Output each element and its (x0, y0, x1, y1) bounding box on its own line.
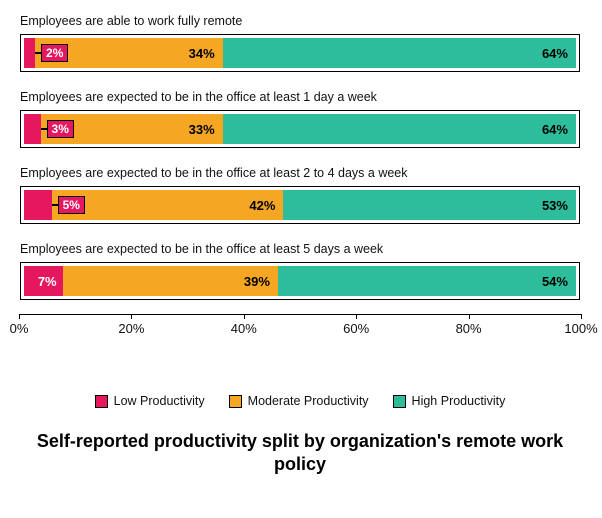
segment-high: 54% (278, 266, 576, 296)
chart-title: Self-reported productivity split by orga… (20, 430, 580, 477)
bar: 7% 39% 54% (24, 266, 576, 296)
segment-low: 5% (24, 190, 52, 220)
axis-tick-label: 20% (118, 321, 144, 336)
legend-label: Moderate Productivity (248, 394, 369, 408)
legend-label: Low Productivity (114, 394, 205, 408)
bar-group: Employees are expected to be in the offi… (20, 242, 580, 300)
legend-item-low: Low Productivity (95, 394, 205, 408)
bar-container: 7% 39% 54% (20, 262, 580, 300)
segment-moderate: 34% (35, 38, 223, 68)
legend: Low Productivity Moderate Productivity H… (20, 394, 580, 408)
segment-high: 64% (223, 114, 576, 144)
category-label: Employees are expected to be in the offi… (20, 166, 580, 180)
segment-low: 3% (24, 114, 41, 144)
bar: 2% 34% 64% (24, 38, 576, 68)
legend-label: High Productivity (412, 394, 506, 408)
segment-low: 7% (24, 266, 63, 296)
bar: 5% 42% 53% (24, 190, 576, 220)
segment-moderate: 39% (63, 266, 278, 296)
legend-swatch (95, 395, 108, 408)
legend-item-high: High Productivity (393, 394, 506, 408)
bar-container: 2% 34% 64% (20, 34, 580, 72)
axis-tick-label: 100% (564, 321, 597, 336)
legend-swatch (393, 395, 406, 408)
category-label: Employees are expected to be in the offi… (20, 90, 580, 104)
stacked-bar-chart: Employees are able to work fully remote … (20, 14, 580, 384)
segment-moderate: 42% (52, 190, 284, 220)
bar-group: Employees are expected to be in the offi… (20, 166, 580, 224)
axis-tick-label: 40% (231, 321, 257, 336)
bar-group: Employees are able to work fully remote … (20, 14, 580, 72)
segment-low: 2% (24, 38, 35, 68)
x-axis: 0% 20% 40% 60% 80% 100% (19, 310, 581, 338)
axis-tick-label: 0% (10, 321, 29, 336)
axis-tick-label: 60% (343, 321, 369, 336)
bar-group: Employees are expected to be in the offi… (20, 90, 580, 148)
bar: 3% 33% 64% (24, 114, 576, 144)
category-label: Employees are able to work fully remote (20, 14, 580, 28)
segment-moderate: 33% (41, 114, 223, 144)
segment-high: 53% (283, 190, 576, 220)
legend-item-moderate: Moderate Productivity (229, 394, 369, 408)
category-label: Employees are expected to be in the offi… (20, 242, 580, 256)
axis-tick-label: 80% (456, 321, 482, 336)
bar-container: 3% 33% 64% (20, 110, 580, 148)
bar-container: 5% 42% 53% (20, 186, 580, 224)
legend-swatch (229, 395, 242, 408)
segment-high: 64% (223, 38, 576, 68)
